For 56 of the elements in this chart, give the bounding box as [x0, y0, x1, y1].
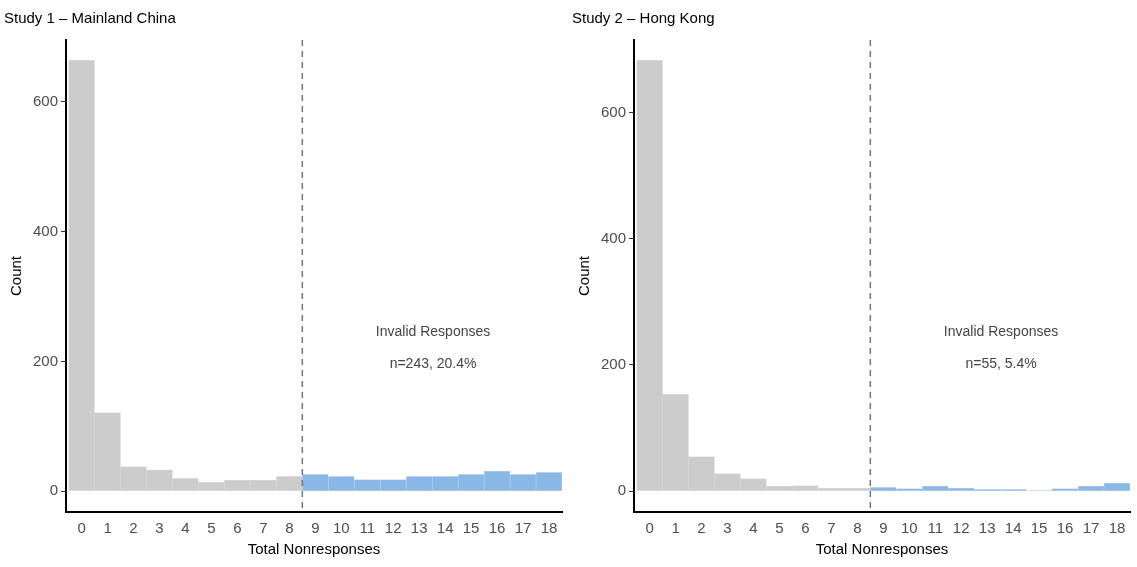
y-tick-label: 400 — [601, 228, 627, 246]
x-tick-label: 12 — [384, 519, 402, 537]
x-tick-label: 15 — [462, 519, 480, 537]
x-tick-label: 3 — [155, 519, 164, 537]
y-tick-label: 600 — [601, 102, 627, 120]
y-axis-title: Count — [575, 255, 593, 297]
x-tick-label: 1 — [671, 519, 680, 537]
x-tick-label: 12 — [952, 519, 970, 537]
x-axis-title: Total Nonresponses — [815, 540, 949, 558]
x-tick-label: 18 — [540, 519, 558, 537]
x-tick-label: 13 — [978, 519, 996, 537]
y-axis-title: Count — [7, 255, 25, 297]
x-axis-title: Total Nonresponses — [247, 540, 381, 558]
x-tick-label: 6 — [801, 519, 810, 537]
chart-title: Study 1 – Mainland China — [4, 9, 177, 27]
x-tick-label: 2 — [129, 519, 138, 537]
x-tick-label: 1 — [103, 519, 112, 537]
x-tick-label: 16 — [488, 519, 506, 537]
x-tick-label: 5 — [207, 519, 216, 537]
x-tick-label: 9 — [879, 519, 888, 537]
x-tick-label: 2 — [697, 519, 706, 537]
y-tick-label: 600 — [33, 91, 59, 109]
x-tick-label: 17 — [514, 519, 532, 537]
x-tick-label: 10 — [332, 519, 350, 537]
x-tick-label: 17 — [1082, 519, 1100, 537]
annotation: Invalid Responses — [375, 323, 491, 340]
x-tick-label: 14 — [436, 519, 454, 537]
x-tick-label: 9 — [311, 519, 320, 537]
x-tick-label: 8 — [285, 519, 294, 537]
x-tick-label: 3 — [723, 519, 732, 537]
annotation: Invalid Responses — [943, 323, 1059, 340]
x-tick-label: 0 — [645, 519, 654, 537]
x-tick-label: 7 — [827, 519, 836, 537]
chart-title: Study 2 – Hong Kong — [572, 9, 715, 27]
x-tick-label: 18 — [1108, 519, 1126, 537]
y-tick-label: 200 — [33, 351, 59, 369]
x-tick-label: 15 — [1030, 519, 1048, 537]
x-tick-label: 7 — [259, 519, 268, 537]
x-tick-label: 8 — [853, 519, 862, 537]
x-tick-label: 14 — [1004, 519, 1022, 537]
annotation: n=243, 20.4% — [389, 355, 477, 372]
x-tick-label: 0 — [77, 519, 86, 537]
y-tick-label: 200 — [601, 355, 627, 373]
y-tick-label: 400 — [33, 221, 59, 239]
x-tick-label: 4 — [181, 519, 190, 537]
annotation: n=55, 5.4% — [965, 355, 1037, 372]
x-tick-label: 4 — [749, 519, 758, 537]
x-tick-label: 5 — [775, 519, 784, 537]
y-tick-label: 0 — [49, 481, 59, 499]
x-tick-label: 6 — [233, 519, 242, 537]
x-tick-label: 16 — [1056, 519, 1074, 537]
x-tick-label: 11 — [359, 519, 376, 537]
x-tick-label: 11 — [927, 519, 944, 537]
x-tick-label: 13 — [410, 519, 428, 537]
x-tick-label: 10 — [900, 519, 918, 537]
y-tick-label: 0 — [617, 481, 627, 499]
